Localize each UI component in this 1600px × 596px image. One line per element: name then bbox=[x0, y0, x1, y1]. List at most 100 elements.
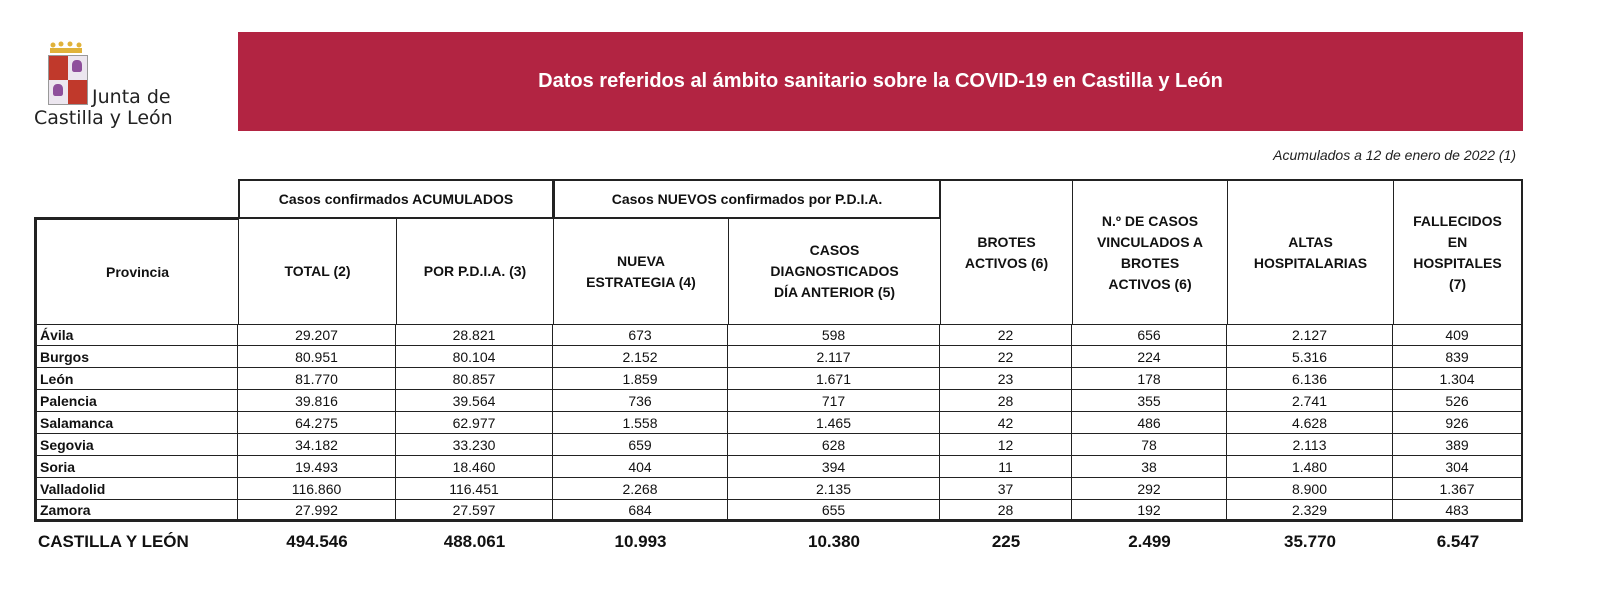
cell-anterior: 1.671 bbox=[728, 368, 940, 390]
cell-total: 29.207 bbox=[238, 324, 396, 346]
total-anterior: 10.380 bbox=[808, 532, 860, 551]
cell-pdia: 80.857 bbox=[396, 368, 553, 390]
cell-nueva: 2.268 bbox=[553, 478, 728, 500]
cell-vinculados: 78 bbox=[1072, 434, 1227, 456]
cell-vinculados: 355 bbox=[1072, 390, 1227, 412]
cell-total: 39.816 bbox=[238, 390, 396, 412]
cell-anterior: 2.135 bbox=[728, 478, 940, 500]
group-header-acumulados: Casos confirmados ACUMULADOS bbox=[238, 179, 554, 217]
cell-pdia: 27.597 bbox=[396, 500, 553, 522]
cell-nueva: 1.558 bbox=[553, 412, 728, 434]
total-altas: 35.770 bbox=[1284, 532, 1336, 551]
cell-fallecidos: 409 bbox=[1393, 324, 1523, 346]
cell-anterior: 598 bbox=[728, 324, 940, 346]
cell-nueva: 2.152 bbox=[553, 346, 728, 368]
total-brotes: 225 bbox=[991, 532, 1021, 551]
logo-text-line1: Junta de bbox=[92, 86, 171, 108]
coat-of-arms-icon bbox=[48, 55, 88, 105]
cell-provincia: Zamora bbox=[34, 500, 238, 522]
table-row: Segovia 34.182 33.230 659 628 12 78 2.11… bbox=[34, 434, 1523, 456]
cell-brotes: 23 bbox=[940, 368, 1072, 390]
cell-fallecidos: 839 bbox=[1393, 346, 1523, 368]
cell-brotes: 37 bbox=[940, 478, 1072, 500]
cell-nueva: 736 bbox=[553, 390, 728, 412]
cell-fallecidos: 1.304 bbox=[1393, 368, 1523, 390]
totals-row: CASTILLA Y LEÓN 494.546 488.061 10.993 1… bbox=[34, 529, 1523, 555]
cell-brotes: 22 bbox=[940, 346, 1072, 368]
col-header-vinculados: N.º DE CASOS VINCULADOS A BROTES ACTIVOS… bbox=[1072, 179, 1228, 325]
table-row: Salamanca 64.275 62.977 1.558 1.465 42 4… bbox=[34, 412, 1523, 434]
cell-provincia: Palencia bbox=[34, 390, 238, 412]
col-header-altas: ALTAS HOSPITALARIAS bbox=[1227, 179, 1394, 325]
cell-provincia: Valladolid bbox=[34, 478, 238, 500]
total-total: 494.546 bbox=[286, 532, 348, 551]
cell-vinculados: 38 bbox=[1072, 456, 1227, 478]
cell-nueva: 673 bbox=[553, 324, 728, 346]
logo-text-line2: Castilla y León bbox=[34, 107, 173, 129]
cell-altas: 8.900 bbox=[1227, 478, 1393, 500]
cell-nueva: 659 bbox=[553, 434, 728, 456]
total-nueva: 10.993 bbox=[614, 532, 667, 551]
cell-pdia: 116.451 bbox=[396, 478, 553, 500]
cell-pdia: 28.821 bbox=[396, 324, 553, 346]
cell-anterior: 628 bbox=[728, 434, 940, 456]
cell-anterior: 394 bbox=[728, 456, 940, 478]
cell-fallecidos: 304 bbox=[1393, 456, 1523, 478]
cell-pdia: 80.104 bbox=[396, 346, 553, 368]
cell-fallecidos: 526 bbox=[1393, 390, 1523, 412]
total-vinculados: 2.499 bbox=[1128, 532, 1171, 551]
cell-brotes: 42 bbox=[940, 412, 1072, 434]
cell-altas: 2.127 bbox=[1227, 324, 1393, 346]
col-header-total: TOTAL (2) bbox=[238, 217, 397, 325]
cell-nueva: 404 bbox=[553, 456, 728, 478]
cell-total: 19.493 bbox=[238, 456, 396, 478]
cell-fallecidos: 483 bbox=[1393, 500, 1523, 522]
cell-altas: 4.628 bbox=[1227, 412, 1393, 434]
title-banner: Datos referidos al ámbito sanitario sobr… bbox=[238, 32, 1523, 131]
total-pdia: 488.061 bbox=[443, 532, 506, 551]
cell-altas: 2.329 bbox=[1227, 500, 1393, 522]
cell-altas: 1.480 bbox=[1227, 456, 1393, 478]
cell-total: 27.992 bbox=[238, 500, 396, 522]
col-header-fallecidos: FALLECIDOS EN HOSPITALES (7) bbox=[1393, 179, 1523, 325]
cell-anterior: 1.465 bbox=[728, 412, 940, 434]
cell-nueva: 684 bbox=[553, 500, 728, 522]
cell-brotes: 22 bbox=[940, 324, 1072, 346]
cell-anterior: 2.117 bbox=[728, 346, 940, 368]
cell-altas: 6.136 bbox=[1227, 368, 1393, 390]
cell-provincia: Soria bbox=[34, 456, 238, 478]
cell-provincia: Salamanca bbox=[34, 412, 238, 434]
cell-total: 116.860 bbox=[238, 478, 396, 500]
cell-fallecidos: 926 bbox=[1393, 412, 1523, 434]
table-row: Valladolid 116.860 116.451 2.268 2.135 3… bbox=[34, 478, 1523, 500]
cell-fallecidos: 389 bbox=[1393, 434, 1523, 456]
cell-nueva: 1.859 bbox=[553, 368, 728, 390]
col-header-provincia: Provincia bbox=[34, 217, 239, 325]
cell-brotes: 11 bbox=[940, 456, 1072, 478]
cell-vinculados: 656 bbox=[1072, 324, 1227, 346]
table-row: Burgos 80.951 80.104 2.152 2.117 22 224 … bbox=[34, 346, 1523, 368]
cell-vinculados: 486 bbox=[1072, 412, 1227, 434]
cell-altas: 2.113 bbox=[1227, 434, 1393, 456]
page-title: Datos referidos al ámbito sanitario sobr… bbox=[538, 70, 1223, 92]
cell-anterior: 655 bbox=[728, 500, 940, 522]
table-row: León 81.770 80.857 1.859 1.671 23 178 6.… bbox=[34, 368, 1523, 390]
cell-vinculados: 292 bbox=[1072, 478, 1227, 500]
junta-logo: Junta de Castilla y León bbox=[34, 38, 194, 133]
col-header-dia-anterior: CASOS DIAGNOSTICADOS DÍA ANTERIOR (5) bbox=[728, 217, 941, 325]
total-provincia: CASTILLA Y LEÓN bbox=[38, 532, 189, 551]
cell-pdia: 62.977 bbox=[396, 412, 553, 434]
group-header-nuevos: Casos NUEVOS confirmados por P.D.I.A. bbox=[553, 179, 941, 217]
cell-brotes: 28 bbox=[940, 390, 1072, 412]
cell-pdia: 39.564 bbox=[396, 390, 553, 412]
crown-icon bbox=[50, 41, 82, 53]
cell-vinculados: 192 bbox=[1072, 500, 1227, 522]
col-header-brotes: BROTES ACTIVOS (6) bbox=[940, 179, 1073, 325]
cell-provincia: León bbox=[34, 368, 238, 390]
col-header-nueva-estrategia: NUEVA ESTRATEGIA (4) bbox=[553, 217, 729, 325]
cell-total: 80.951 bbox=[238, 346, 396, 368]
col-header-pdia: POR P.D.I.A. (3) bbox=[396, 217, 554, 325]
cell-total: 81.770 bbox=[238, 368, 396, 390]
table-row: Palencia 39.816 39.564 736 717 28 355 2.… bbox=[34, 390, 1523, 412]
cell-provincia: Burgos bbox=[34, 346, 238, 368]
